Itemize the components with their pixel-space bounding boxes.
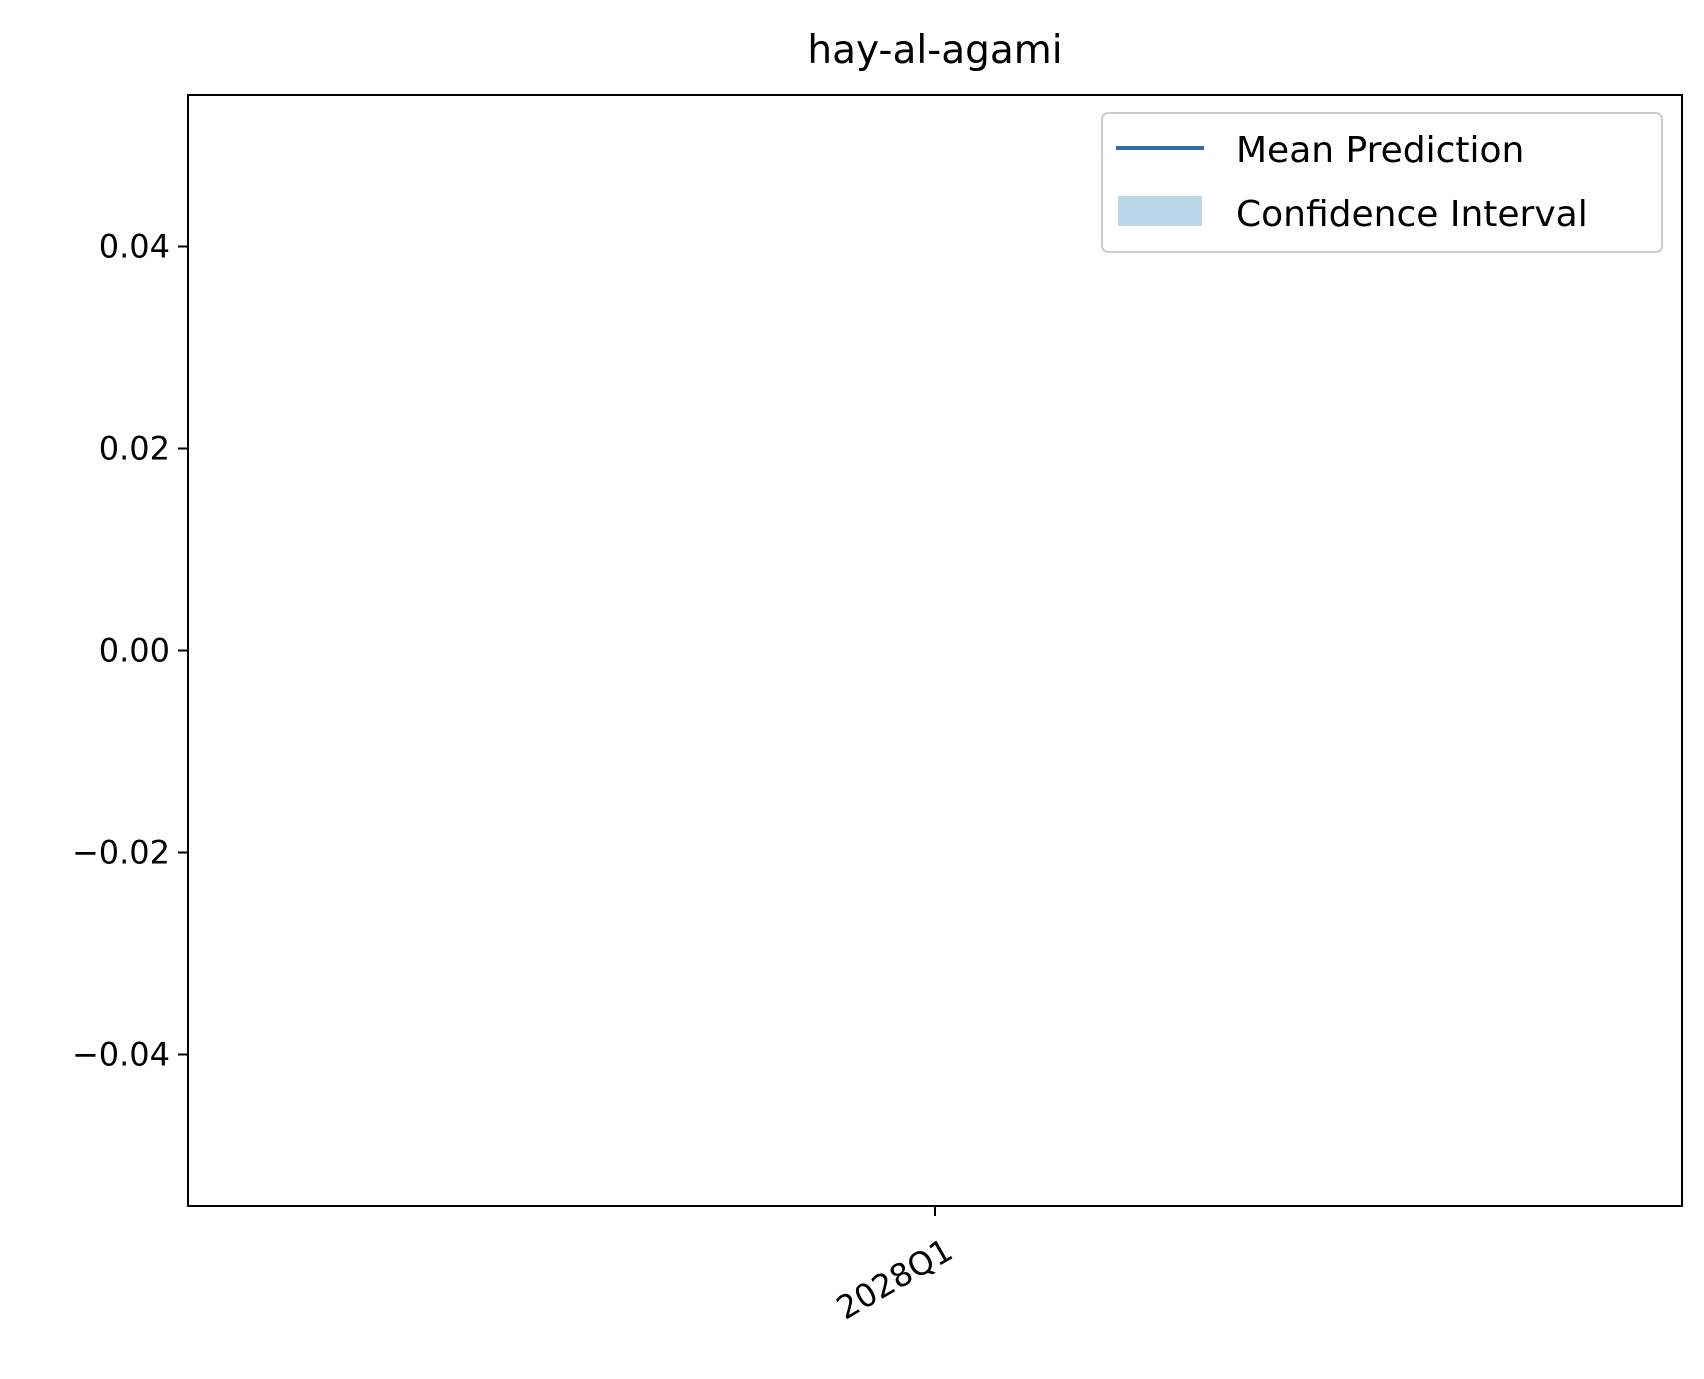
legend-box (1101, 112, 1663, 253)
y-axis: 0.04 0.02 0.00 −0.02 −0.04 (72, 228, 188, 1074)
chart-title: hay-al-agami (807, 28, 1062, 73)
plot-background (188, 95, 1682, 1206)
plot-area (187, 94, 1683, 1207)
y-tick-label: −0.04 (72, 1036, 170, 1074)
y-tick-label: 0.02 (99, 430, 170, 468)
legend-swatch-confidence-interval (1118, 196, 1202, 226)
y-tick-label: −0.02 (72, 834, 170, 872)
y-tick-label: 0.00 (99, 632, 170, 670)
y-tick-label: 0.04 (99, 228, 170, 266)
legend-label-confidence-interval: Confidence Interval (1236, 194, 1588, 235)
legend-label-mean-prediction: Mean Prediction (1236, 130, 1524, 171)
legend: Mean Prediction Confidence Interval (1101, 112, 1663, 253)
